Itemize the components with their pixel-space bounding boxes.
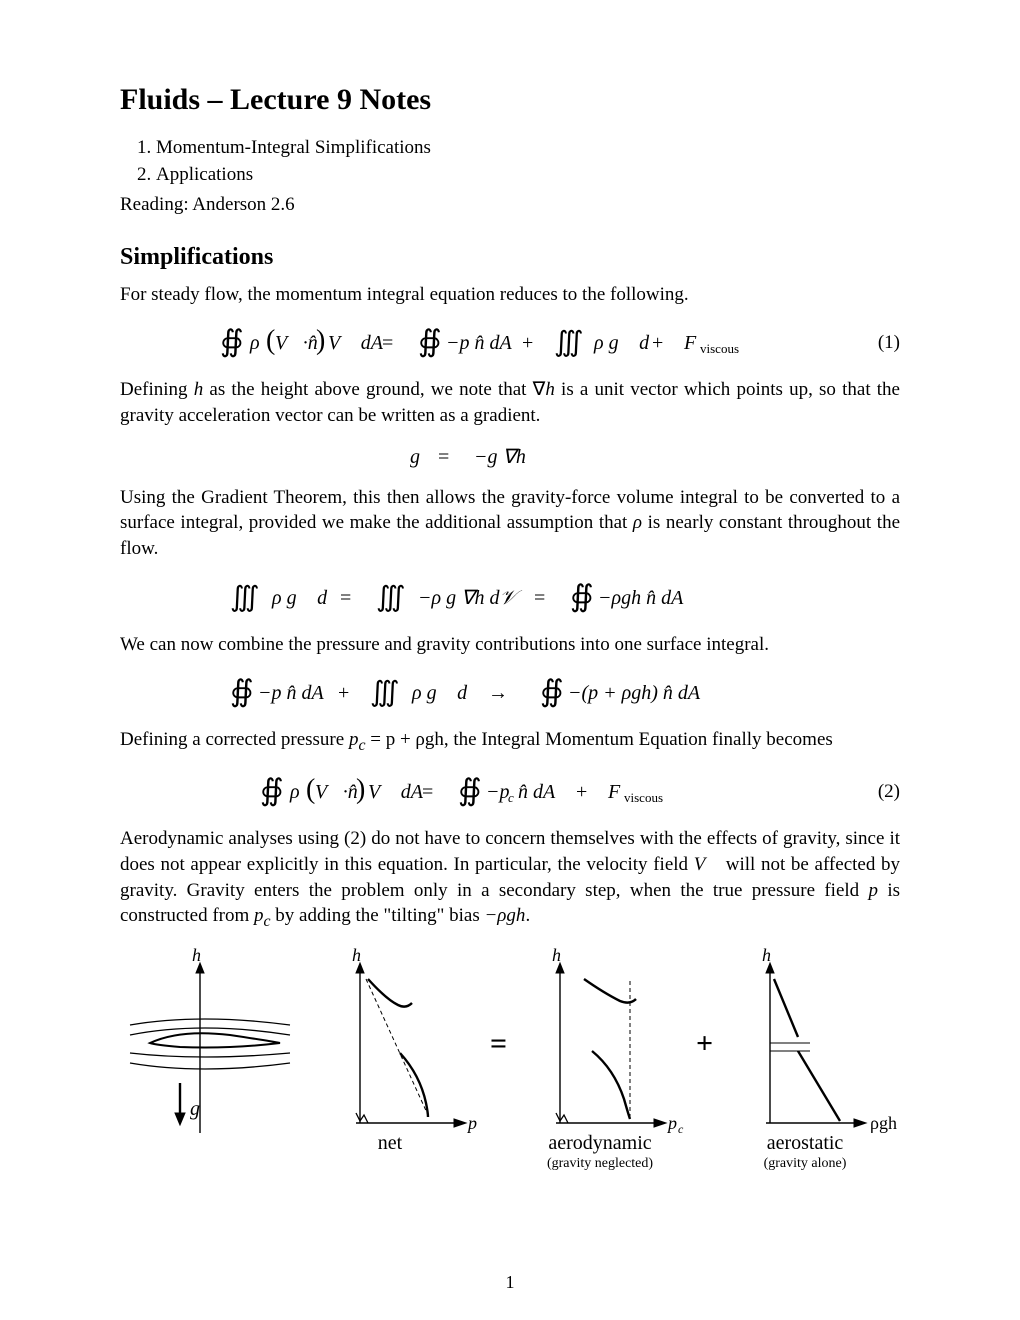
- svg-text:viscous: viscous: [700, 341, 739, 356]
- svg-text:∭: ∭: [554, 327, 584, 358]
- toc-item-2: Applications: [156, 162, 900, 188]
- panel-stat-sublabel: (gravity alone): [764, 1156, 847, 1171]
- svg-text:c: c: [678, 1122, 684, 1136]
- svg-text:∭: ∭: [230, 582, 260, 613]
- svg-text:+: +: [652, 332, 663, 354]
- panel-aero-sublabel: (gravity neglected): [547, 1156, 653, 1171]
- para-4: We can now combine the pressure and grav…: [120, 632, 900, 658]
- pressure-decomposition-diagram: h g⃗ h p: [120, 943, 900, 1183]
- eq1-number: (1): [860, 330, 900, 356]
- equation-gravity-gradient: g⃗ = −g ∇h: [120, 439, 900, 475]
- svg-text:p: p: [666, 1113, 677, 1133]
- svg-text:−ρgh n̂ dA: −ρgh n̂ dA: [598, 587, 684, 609]
- equals-sign: =: [490, 1027, 507, 1060]
- plus-sign: +: [696, 1027, 713, 1060]
- svg-text:−g ∇h: −g ∇h: [474, 446, 526, 468]
- svg-text:h: h: [552, 945, 561, 965]
- svg-text:h: h: [762, 945, 771, 965]
- svg-text:=: =: [438, 446, 449, 468]
- svg-text:V⃗·n̂: V⃗·n̂: [275, 332, 318, 354]
- svg-text:viscous: viscous: [624, 790, 663, 805]
- equation-gravity-surface: ∭ ρ g⃗ d𝒱 = ∭ −ρ g ∇h d𝒱 = ∯ −ρgh n̂ dA: [120, 572, 900, 622]
- equation-1: ∯ ρ ( V⃗·n̂ ) V⃗ dA = ∯ −p n̂ dA + ∭ ρ g…: [120, 317, 900, 367]
- svg-text:∯: ∯: [260, 774, 284, 807]
- svg-text:ρ: ρ: [289, 781, 300, 803]
- equation-combined: ∯ −p n̂ dA + ∭ ρ g⃗ d𝒱 → ∯ −(p + ρgh) n̂…: [120, 667, 900, 717]
- svg-text:=: =: [534, 587, 545, 609]
- svg-text:c: c: [508, 790, 514, 805]
- svg-text:V⃗ dA: V⃗ dA: [368, 781, 424, 803]
- gravity-label: g⃗: [190, 1098, 216, 1120]
- svg-text:V⃗ dA: V⃗ dA: [328, 332, 384, 354]
- svg-text:(: (: [266, 325, 275, 356]
- svg-text:∯: ∯: [220, 325, 244, 358]
- para-1: For steady flow, the momentum integral e…: [120, 282, 900, 308]
- svg-text:): ): [356, 774, 365, 805]
- para-6: Aerodynamic analyses using (2) do not ha…: [120, 826, 900, 932]
- svg-text:n̂ dA: n̂ dA: [518, 781, 556, 803]
- para-2: Defining h as the height above ground, w…: [120, 377, 900, 428]
- svg-text:−ρ g ∇h d𝒱: −ρ g ∇h d𝒱: [418, 587, 522, 609]
- svg-text:=: =: [422, 781, 433, 803]
- toc-list: Momentum-Integral Simplifications Applic…: [156, 135, 900, 188]
- svg-text:+: +: [522, 332, 533, 354]
- svg-text:∯: ∯: [458, 774, 482, 807]
- svg-text:∯: ∯: [540, 675, 564, 708]
- section-simplifications: Simplifications: [120, 241, 900, 273]
- svg-text:∯: ∯: [230, 675, 254, 708]
- svg-text:−(p + ρgh) n̂ dA: −(p + ρgh) n̂ dA: [568, 682, 701, 704]
- svg-text:=: =: [382, 332, 393, 354]
- page-number: 1: [0, 1270, 1020, 1294]
- equation-2: ∯ ρ ( V⃗·n̂ ) V⃗ dA = ∯ −p c n̂ dA + F⃗ …: [120, 766, 900, 816]
- svg-text:∭: ∭: [376, 582, 406, 613]
- svg-text:ρ g⃗ d𝒱: ρ g⃗ d𝒱: [411, 682, 483, 704]
- eq2-number: (2): [860, 779, 900, 805]
- panel-stat-label: aerostatic: [767, 1132, 844, 1154]
- svg-text:ρ: ρ: [249, 332, 260, 354]
- axis-label-h: h: [192, 945, 201, 965]
- svg-text:ρgh: ρgh: [870, 1113, 897, 1133]
- svg-text:−p: −p: [486, 781, 510, 803]
- para-3: Using the Gradient Theorem, this then al…: [120, 485, 900, 562]
- toc-item-1: Momentum-Integral Simplifications: [156, 135, 900, 161]
- svg-text:h: h: [352, 945, 361, 965]
- svg-text:−p n̂ dA: −p n̂ dA: [446, 332, 512, 354]
- para-5: Defining a corrected pressure pc = p + ρ…: [120, 727, 900, 756]
- svg-text:V⃗·n̂: V⃗·n̂: [315, 781, 358, 803]
- panel-aero-label: aerodynamic: [548, 1132, 651, 1154]
- svg-text:ρ g⃗ d𝒱: ρ g⃗ d𝒱: [271, 587, 343, 609]
- svg-text:+: +: [576, 781, 587, 803]
- svg-text:p: p: [466, 1113, 477, 1133]
- svg-text:=: =: [340, 587, 351, 609]
- svg-text:): ): [316, 325, 325, 356]
- svg-text:−p n̂ dA: −p n̂ dA: [258, 682, 324, 704]
- reading-line: Reading: Anderson 2.6: [120, 192, 900, 218]
- svg-text:∯: ∯: [570, 580, 594, 613]
- svg-text:+: +: [338, 682, 349, 704]
- page-title: Fluids – Lecture 9 Notes: [120, 80, 900, 121]
- svg-text:∭: ∭: [370, 677, 400, 708]
- panel-net-label: net: [378, 1132, 403, 1154]
- svg-text:→: →: [488, 682, 508, 704]
- svg-text:(: (: [306, 774, 315, 805]
- svg-text:g⃗: g⃗: [410, 446, 436, 468]
- svg-text:∯: ∯: [418, 325, 442, 358]
